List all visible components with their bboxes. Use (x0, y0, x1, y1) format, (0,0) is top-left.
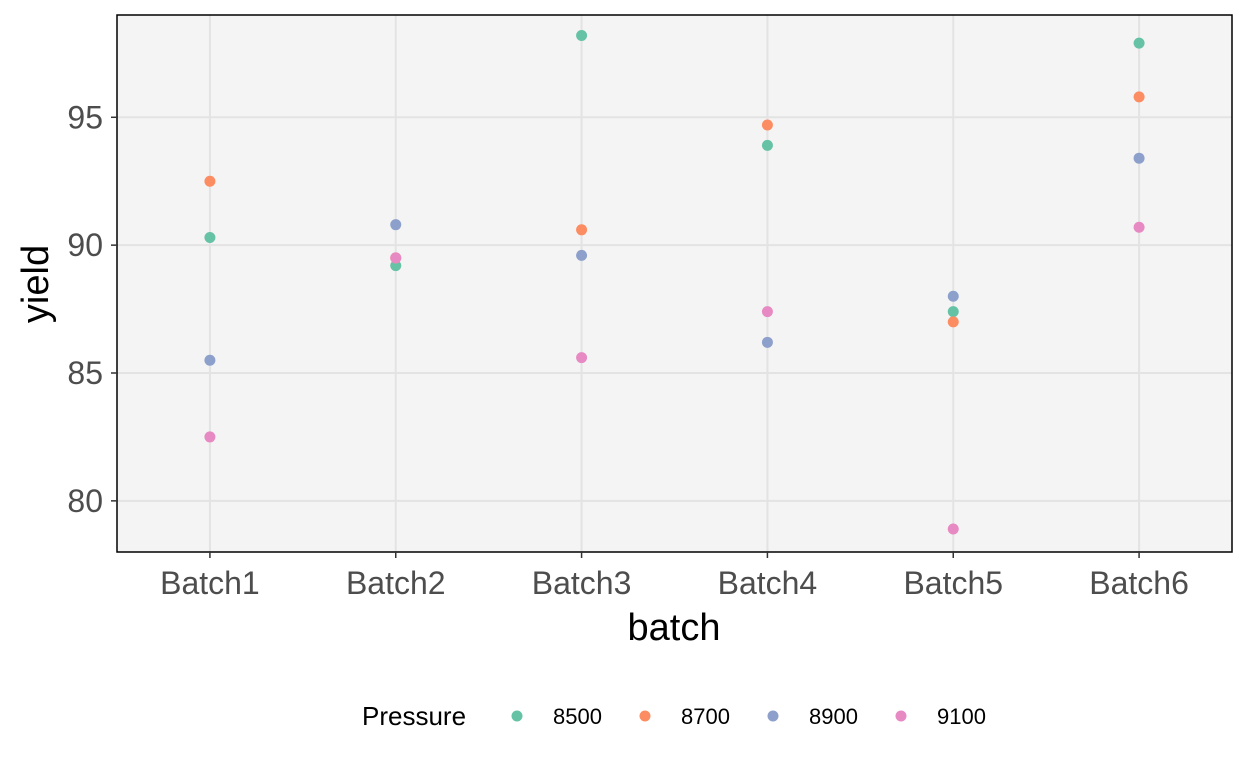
legend-key-8500 (511, 710, 523, 722)
legend-label-9100: 9100 (937, 704, 986, 729)
legend-label-8900: 8900 (809, 704, 858, 729)
x-tick-label: Batch2 (346, 565, 446, 601)
point-8500-Batch2 (390, 260, 402, 272)
point-8700-Batch5 (947, 316, 959, 328)
point-8700-Batch6 (1133, 91, 1145, 103)
point-8500-Batch3 (576, 29, 588, 41)
point-8500-Batch1 (204, 231, 216, 243)
plot-panel (117, 15, 1232, 552)
y-tick-label: 85 (67, 355, 103, 391)
legend-key-8700 (639, 710, 651, 722)
x-tick-label: Batch6 (1089, 565, 1189, 601)
y-axis-ticks: 80 85 90 95 (67, 99, 117, 519)
point-8900-Batch5 (947, 290, 959, 302)
point-8700-Batch4 (761, 119, 773, 131)
point-8900-Batch4 (761, 336, 773, 348)
legend-label-8500: 8500 (553, 704, 602, 729)
x-tick-label: Batch5 (903, 565, 1003, 601)
point-8500-Batch4 (761, 139, 773, 151)
point-9100-Batch2 (390, 252, 402, 264)
grid-lines (117, 15, 1232, 552)
x-tick-label: Batch3 (532, 565, 632, 601)
data-points (204, 29, 1145, 535)
point-9100-Batch4 (761, 306, 773, 318)
y-tick-label: 80 (67, 483, 103, 519)
legend: Pressure 8500 8700 8900 9100 (362, 701, 986, 731)
point-9100-Batch6 (1133, 221, 1145, 233)
x-axis-ticks: Batch1 Batch2 Batch3 Batch4 Batch5 Batch6 (160, 552, 1189, 601)
legend-title: Pressure (362, 701, 466, 731)
y-tick-label: 90 (67, 227, 103, 263)
x-tick-label: Batch4 (718, 565, 818, 601)
point-8700-Batch1 (204, 175, 216, 187)
legend-key-9100 (895, 710, 907, 722)
point-8500-Batch6 (1133, 37, 1145, 49)
point-8500-Batch5 (947, 306, 959, 318)
point-8900-Batch6 (1133, 152, 1145, 164)
point-8900-Batch3 (576, 249, 588, 261)
legend-label-8700: 8700 (681, 704, 730, 729)
point-9100-Batch5 (947, 523, 959, 535)
y-tick-label: 95 (67, 99, 103, 135)
point-9100-Batch1 (204, 431, 216, 443)
point-8900-Batch1 (204, 354, 216, 366)
point-8700-Batch3 (576, 224, 588, 236)
x-tick-label: Batch1 (160, 565, 260, 601)
plot-border (116, 14, 1233, 553)
legend-key-8900 (767, 710, 779, 722)
y-axis-title: yield (15, 245, 57, 323)
point-9100-Batch3 (576, 352, 588, 364)
point-8900-Batch2 (390, 219, 402, 231)
x-axis-title: batch (628, 607, 721, 649)
